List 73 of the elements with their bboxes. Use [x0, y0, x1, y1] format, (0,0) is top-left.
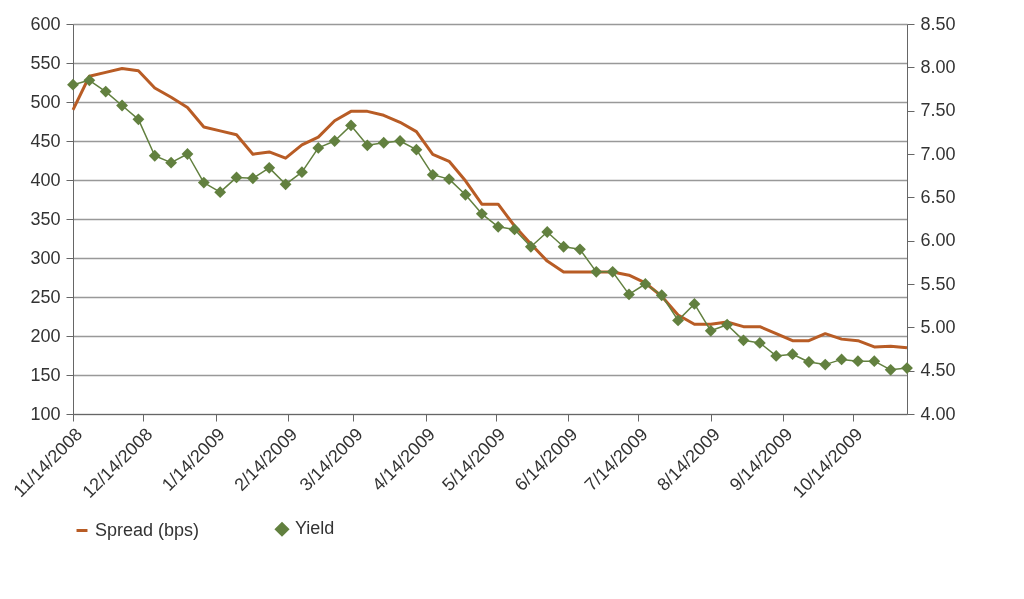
y2-tick-label: 6.50	[920, 186, 956, 207]
point	[868, 355, 881, 368]
point	[459, 188, 472, 201]
y2-tick-label: 7.50	[920, 100, 956, 121]
point	[181, 148, 194, 160]
point	[312, 142, 325, 154]
point	[426, 168, 439, 181]
y-tick-label: 300	[30, 247, 61, 268]
y-tick-label: 450	[30, 130, 61, 151]
point	[99, 85, 112, 98]
point	[475, 207, 488, 220]
point	[557, 240, 570, 253]
point	[492, 220, 505, 233]
point	[410, 143, 423, 156]
y2-tick-label: 6.00	[920, 230, 956, 251]
point	[835, 353, 848, 366]
legend-label: Yield	[295, 518, 335, 539]
point	[688, 298, 701, 310]
y2-tick-label: 7.00	[920, 143, 956, 164]
point	[606, 265, 619, 278]
point	[623, 288, 635, 301]
point	[116, 99, 128, 112]
point	[345, 119, 357, 132]
point	[508, 223, 521, 236]
y-tick-label: 350	[30, 208, 61, 229]
point	[884, 363, 897, 376]
point	[132, 113, 145, 126]
y2-tick-label: 5.50	[920, 273, 956, 294]
point	[246, 172, 259, 185]
y-tick-label: 500	[30, 91, 61, 112]
point	[443, 173, 456, 186]
point	[590, 265, 603, 278]
point	[819, 358, 832, 371]
y2-tick-label: 4.00	[920, 403, 956, 424]
point	[852, 355, 864, 368]
point	[753, 337, 766, 349]
point	[639, 278, 652, 290]
point	[279, 178, 292, 191]
y-tick-label: 550	[30, 52, 61, 73]
point	[574, 243, 586, 256]
point	[67, 78, 79, 91]
y2-tick-label: 4.50	[920, 360, 956, 381]
point	[328, 135, 341, 147]
point	[721, 318, 734, 331]
y-tick-label: 400	[30, 169, 61, 190]
point	[230, 171, 243, 184]
legend-label: Spread (bps)	[95, 519, 200, 540]
point	[737, 334, 750, 347]
y-tick-label: 250	[30, 286, 61, 307]
y-tick-label: 600	[30, 13, 61, 34]
y2-tick-label: 8.00	[920, 56, 956, 77]
point	[83, 74, 96, 87]
y2-tick-label: 5.00	[920, 316, 956, 337]
point	[361, 139, 374, 152]
point	[541, 226, 554, 238]
point	[263, 161, 276, 174]
point	[655, 289, 668, 302]
point	[672, 314, 684, 327]
point	[197, 176, 210, 189]
y-tick-label: 150	[30, 364, 61, 385]
point	[802, 356, 815, 368]
point	[786, 348, 799, 361]
point	[770, 350, 783, 362]
point	[214, 186, 227, 199]
y-tick-label: 200	[30, 325, 61, 346]
point	[296, 166, 308, 179]
y-tick-label: 100	[30, 403, 61, 424]
point	[148, 149, 161, 162]
point	[165, 156, 178, 169]
point	[524, 240, 537, 253]
point	[704, 324, 717, 337]
point	[377, 136, 390, 149]
y2-tick-label: 8.50	[920, 13, 956, 34]
